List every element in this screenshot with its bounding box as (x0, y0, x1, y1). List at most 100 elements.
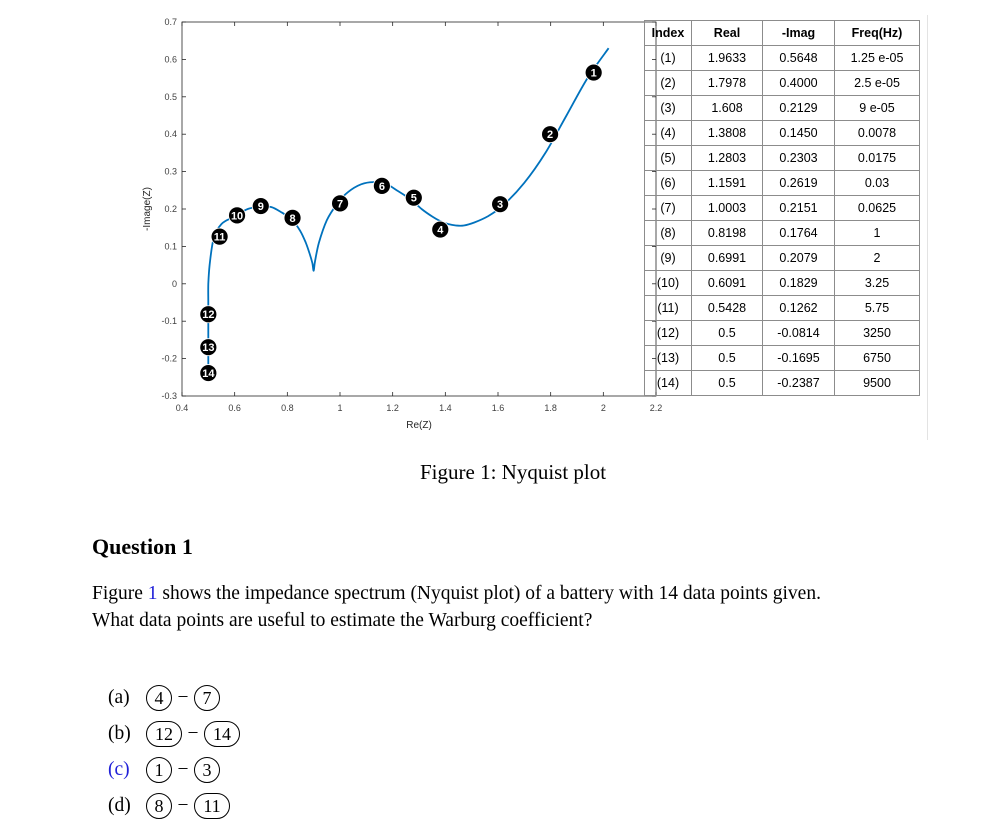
dash: − (177, 687, 189, 708)
x-tick-label: 0.6 (228, 403, 241, 413)
point-marker (491, 195, 510, 214)
y-tick-label: 0.3 (164, 167, 177, 177)
table-cell: 0.0625 (834, 195, 920, 221)
table-cell: 0.2303 (762, 145, 835, 171)
divider-line (927, 15, 928, 440)
y-tick-label: 0.7 (164, 17, 177, 27)
point-marker (404, 188, 423, 207)
table-cell: (5) (644, 145, 692, 171)
figure-caption: Figure 1: Nyquist plot (420, 460, 607, 484)
table-cell: 0.5 (691, 345, 763, 371)
dash: − (177, 759, 189, 780)
table-cell: 1 (834, 220, 920, 246)
point-marker (228, 206, 246, 225)
data-point-1: 1 (584, 63, 603, 82)
table-cell: 1.7978 (691, 70, 763, 96)
table-cell: 0.0078 (834, 120, 920, 146)
question-body-text: shows the impedance spectrum (Nyquist pl… (162, 583, 821, 604)
table-cell: 3.25 (834, 270, 920, 296)
question-heading: Question 1 (92, 534, 193, 559)
table-cell: 1.2803 (691, 145, 763, 171)
data-point-14: 14 (199, 364, 218, 382)
header-freq: Freq(Hz) (834, 20, 920, 46)
circled-number: 4 (146, 685, 172, 711)
y-tick-label: 0.1 (164, 241, 177, 251)
table-row: (2) 1.7978 0.4000 2.5 e-05 (644, 70, 920, 96)
point-marker (372, 176, 391, 195)
y-tick-label: 0.5 (164, 92, 177, 102)
point-label: 4 (437, 225, 444, 237)
table-cell: 1.3808 (691, 120, 763, 146)
table-row: (12) 0.5 -0.0814 3250 (644, 320, 920, 346)
point-marker (210, 227, 229, 246)
table-cell: 0.5648 (762, 45, 835, 71)
table-cell: 9 e-05 (834, 95, 920, 121)
data-point-6: 6 (372, 176, 391, 195)
table-row: (11) 0.5428 0.1262 5.75 (644, 295, 920, 321)
point-marker (199, 338, 218, 357)
y-tick-label: -0.1 (161, 316, 177, 326)
table-row: (4) 1.3808 0.1450 0.0078 (644, 120, 920, 146)
option-b[interactable]: (b) 12 − 14 (108, 716, 240, 752)
y-tick-label: 0.4 (164, 129, 177, 139)
point-marker (251, 197, 270, 215)
option-letter: (b) (108, 723, 131, 744)
circled-number: 11 (194, 793, 230, 819)
point-marker (584, 63, 603, 82)
point-label: 11 (214, 232, 226, 244)
option-c[interactable]: (c) 1 − 3 (108, 752, 240, 788)
x-tick-label: 1.4 (439, 403, 452, 413)
x-tick-label: 1 (337, 403, 342, 413)
table-row: (9) 0.6991 0.2079 2 (644, 245, 920, 271)
table-cell: 1.608 (691, 95, 763, 121)
table-cell: (12) (644, 320, 692, 346)
data-point-3: 3 (491, 195, 510, 214)
table-cell: 0.5 (691, 320, 763, 346)
option-letter: (a) (108, 687, 130, 708)
circled-number: 14 (204, 721, 240, 747)
y-tick-label: 0.2 (164, 204, 177, 214)
table-cell: 0.2129 (762, 95, 835, 121)
circled-number: 1 (146, 757, 172, 783)
point-label: 1 (591, 68, 597, 80)
data-point-9: 9 (251, 197, 270, 215)
question-ask: What data points are useful to estimate … (92, 610, 593, 631)
table-cell: 6750 (834, 345, 920, 371)
point-marker (541, 125, 559, 144)
y-tick-label: -0.3 (161, 391, 177, 401)
table-row: (1) 1.9633 0.5648 1.25 e-05 (644, 45, 920, 71)
figure-reference-link[interactable]: 1 (147, 583, 158, 604)
option-d[interactable]: (d) 8 − 11 (108, 788, 240, 824)
table-row: (10) 0.6091 0.1829 3.25 (644, 270, 920, 296)
header-real: Real (691, 20, 763, 46)
circled-number: 8 (146, 793, 172, 819)
circled-number: 3 (194, 757, 220, 783)
table-cell: 0.8198 (691, 220, 763, 246)
y-tick-label: 0.6 (164, 54, 177, 64)
table-cell: (2) (644, 70, 692, 96)
x-tick-label: 1.2 (386, 403, 399, 413)
x-tick-label: 2.2 (650, 403, 663, 413)
table-cell: (4) (644, 120, 692, 146)
header-index: Index (644, 20, 692, 46)
dash: − (177, 795, 189, 816)
point-marker (431, 220, 450, 239)
option-letter: (c) (108, 759, 130, 780)
point-label: 10 (231, 210, 243, 222)
table-cell: (10) (644, 270, 692, 296)
table-row: (13) 0.5 -0.1695 6750 (644, 345, 920, 371)
dash: − (187, 723, 199, 744)
data-point-4: 4 (431, 220, 450, 239)
option-a[interactable]: (a) 4 − 7 (108, 680, 240, 716)
data-point-12: 12 (199, 305, 218, 324)
data-point-5: 5 (404, 188, 423, 207)
table-cell: -0.1695 (762, 345, 835, 371)
impedance-data-table: Index Real -Imag Freq(Hz) (1) 1.9633 0.564… (644, 20, 920, 396)
y-tick-label: 0 (172, 279, 177, 289)
point-label: 6 (379, 181, 385, 193)
nyquist-plot: 0.4 0.6 0.8 1 1.2 1.4 1.6 1.8 2 2.2 -0.3 -0.2 -0.1 0 0… (142, 17, 663, 431)
table-cell: 0.2151 (762, 195, 835, 221)
header-imag: -Imag (762, 20, 835, 46)
table-cell: 3250 (834, 320, 920, 346)
y-axis-label: -Image(Z) (142, 187, 153, 231)
